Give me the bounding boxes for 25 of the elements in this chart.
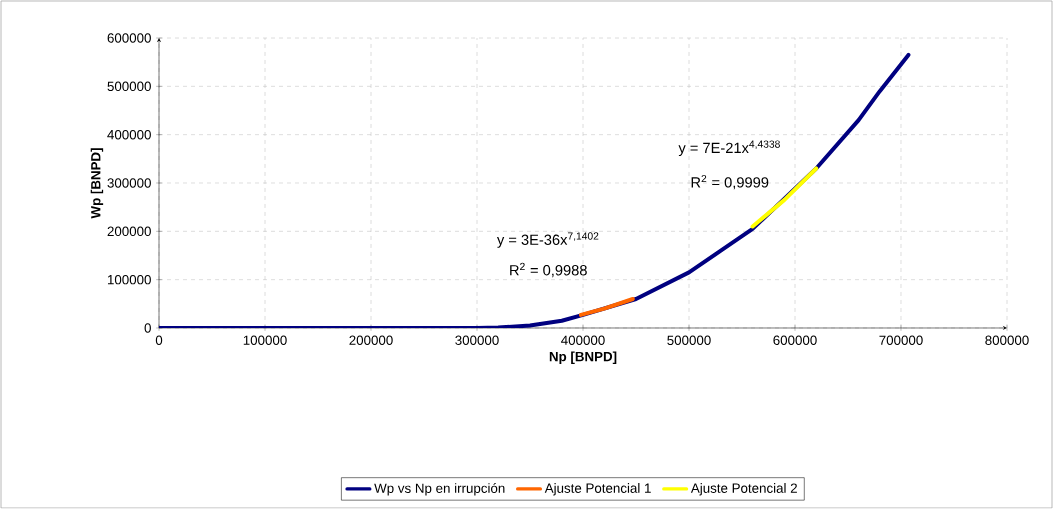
y-tick-label: 300000 (107, 178, 151, 188)
x-axis-title: Np [BNPD] (549, 351, 617, 364)
x-tick-label: 200000 (349, 335, 393, 345)
annotation: R$^{2}$ = 0,9999 (691, 174, 769, 190)
y-tick-label: 200000 (107, 226, 151, 237)
legend-label: Ajuste Potencial 2 (690, 483, 797, 496)
annotation: y = 3E-36x$^{7,1402}$ (496, 232, 599, 248)
y-tick-label: 100000 (107, 274, 151, 285)
x-tick-label: 100000 (243, 335, 287, 345)
annotation: R$^{2}$ = 0,9988 (510, 262, 587, 278)
y-tick-label: 500000 (107, 81, 151, 92)
y-tick-label: 600000 (107, 33, 151, 43)
y-tick-label: 0 (144, 323, 151, 333)
y-tick-label: 400000 (107, 129, 151, 140)
x-tick-label: 700000 (879, 335, 923, 345)
y-axis-title: Wp [BNPD] (90, 148, 104, 219)
legend-label: Wp vs Np en irrupción (374, 483, 505, 496)
x-tick-label: 600000 (773, 335, 817, 345)
x-tick-label: 800000 (985, 335, 1029, 345)
x-tick-label: 0 (155, 335, 163, 345)
legend-label: Ajuste Potencial 1 (544, 483, 651, 496)
x-tick-label: 500000 (667, 335, 711, 345)
x-tick-label: 300000 (455, 335, 499, 345)
annotation: y = 7E-21x$^{4,4338}$ (678, 140, 780, 156)
x-tick-label: 400000 (561, 335, 605, 345)
